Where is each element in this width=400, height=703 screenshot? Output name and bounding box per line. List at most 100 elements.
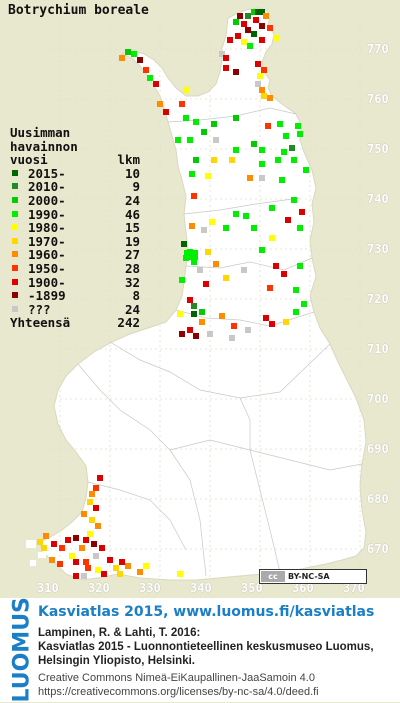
- observation-marker: [281, 149, 287, 155]
- observation-marker: [113, 565, 119, 571]
- observation-marker: [251, 31, 257, 37]
- footer-headline[interactable]: Kasviatlas 2015, www.luomus.fi/kasviatla…: [38, 604, 375, 620]
- observation-marker: [125, 563, 131, 569]
- observation-marker: [261, 93, 267, 99]
- legend-swatch: [12, 292, 18, 299]
- license-line-1: Creative Commons Nimeä-EiKaupallinen-Jaa…: [38, 672, 315, 684]
- y-axis-tick-label: 710: [367, 342, 389, 356]
- legend-rows: 2015- 10 2010- 9 2000- 24 1990- 46 1980- 15 1970- 1…: [10, 166, 150, 317]
- observation-marker: [289, 145, 295, 151]
- legend-year-label: ???: [28, 301, 51, 317]
- legend-year-label: 2000-: [28, 192, 66, 208]
- observation-marker: [57, 561, 63, 567]
- legend-row: 1950- 28: [10, 260, 150, 276]
- observation-marker: [259, 161, 265, 167]
- observation-marker: [219, 313, 225, 319]
- observation-marker: [89, 491, 95, 497]
- observation-marker: [137, 57, 143, 63]
- observation-marker: [247, 43, 253, 49]
- observation-marker: [293, 309, 299, 315]
- observation-marker: [201, 129, 207, 135]
- observation-marker: [263, 13, 269, 19]
- citation-line-1: Lampinen, R. & Lahti, T. 2016:: [38, 627, 201, 639]
- legend-swatch: [12, 183, 18, 190]
- observation-marker: [43, 533, 49, 539]
- observation-marker: [95, 567, 101, 573]
- x-axis-tick-label: 370: [343, 581, 365, 595]
- observation-marker: [243, 213, 249, 219]
- observation-marker: [235, 33, 241, 39]
- observation-marker: [117, 571, 123, 577]
- legend-swatch: [12, 251, 18, 258]
- observation-marker: [193, 333, 199, 339]
- observation-marker: [153, 81, 159, 87]
- observation-marker: [93, 485, 99, 491]
- observation-marker: [37, 539, 43, 545]
- x-axis-tick-label: 320: [88, 581, 110, 595]
- legend-count: 27: [124, 247, 140, 263]
- observation-marker: [245, 13, 251, 19]
- observation-marker: [259, 37, 265, 43]
- observation-marker: [91, 541, 97, 547]
- observation-marker: [81, 511, 87, 517]
- observation-marker: [213, 137, 219, 143]
- legend-year-label: 1960-: [28, 247, 66, 263]
- observation-marker: [93, 505, 99, 511]
- observation-marker: [179, 277, 185, 283]
- observation-marker: [275, 157, 281, 163]
- observation-marker: [229, 335, 235, 341]
- observation-marker: [259, 175, 265, 181]
- observation-marker: [49, 557, 55, 563]
- observation-marker: [175, 137, 181, 143]
- observation-marker: [125, 49, 131, 55]
- observation-marker: [211, 157, 217, 163]
- observation-marker: [203, 281, 209, 287]
- observation-marker: [299, 209, 305, 215]
- legend-swatch: [12, 196, 18, 203]
- legend-row: -1899 8: [10, 289, 150, 303]
- distribution-map: [26, 7, 367, 581]
- legend-count: 19: [124, 233, 140, 249]
- observation-marker: [269, 321, 275, 327]
- y-axis-tick-label: 740: [367, 192, 389, 206]
- legend-year-label: 1950-: [28, 260, 66, 276]
- legend-count: 15: [124, 220, 140, 236]
- observation-marker: [137, 569, 143, 575]
- observation-marker: [255, 81, 261, 87]
- observation-marker: [297, 131, 303, 137]
- observation-marker: [85, 565, 91, 571]
- y-axis-tick-label: 720: [367, 292, 389, 306]
- observation-marker: [297, 263, 303, 269]
- legend: Uusimman havainnon vuosi lkm 2015- 10 2010…: [10, 126, 150, 330]
- observation-marker: [223, 65, 229, 71]
- observation-marker: [245, 27, 251, 33]
- observation-marker: [291, 197, 297, 203]
- observation-marker: [59, 545, 65, 551]
- observation-marker: [233, 211, 239, 217]
- observation-marker: [267, 95, 273, 101]
- observation-marker: [205, 249, 211, 255]
- observation-marker: [297, 225, 303, 231]
- observation-marker: [265, 123, 271, 129]
- observation-marker: [259, 23, 265, 29]
- observation-marker: [189, 171, 195, 177]
- observation-marker: [197, 267, 203, 273]
- observation-marker: [223, 275, 229, 281]
- citation-line-3: Helsingin Yliopisto, Helsinki.: [38, 655, 195, 667]
- observation-marker: [189, 223, 195, 229]
- legend-swatch: [12, 278, 18, 285]
- y-axis-tick-label: 750: [367, 142, 389, 156]
- observation-marker: [251, 225, 257, 231]
- legend-total: Yhteensä 242: [10, 316, 150, 330]
- cc-license-badge[interactable]: cc BY-NC-SA: [259, 569, 367, 584]
- x-axis-tick-label: 310: [37, 581, 59, 595]
- observation-marker: [247, 175, 253, 181]
- license-line-2[interactable]: https://creativecommons.org/licenses/by-…: [38, 686, 319, 698]
- observation-marker: [209, 219, 215, 225]
- observation-marker: [95, 523, 101, 529]
- x-axis-tick-label: 360: [292, 581, 314, 595]
- observation-marker: [269, 205, 275, 211]
- observation-marker: [97, 475, 103, 481]
- observation-marker: [93, 553, 99, 559]
- observation-marker: [227, 37, 233, 43]
